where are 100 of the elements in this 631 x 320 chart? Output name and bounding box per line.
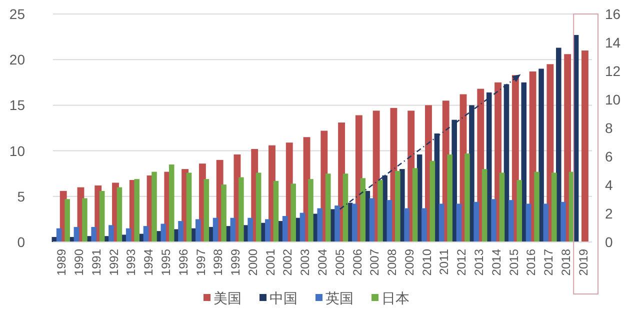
bar xyxy=(108,225,114,242)
bar xyxy=(300,212,306,242)
bar xyxy=(196,219,201,242)
bar xyxy=(325,174,331,242)
bar xyxy=(552,172,557,242)
bar xyxy=(369,198,375,242)
bar xyxy=(430,160,436,242)
bar xyxy=(386,200,392,242)
x-tick-label: 2005 xyxy=(332,248,347,276)
bar xyxy=(82,198,88,242)
bar xyxy=(395,170,400,242)
bar xyxy=(438,204,444,242)
x-tick-label: 2018 xyxy=(558,248,573,276)
bar xyxy=(160,224,166,242)
bar xyxy=(474,202,479,242)
x-tick-label: 1991 xyxy=(89,248,104,276)
y-tick-label: 15 xyxy=(9,97,26,114)
y-tick-label: 20 xyxy=(9,52,26,68)
y2-tick-label: 8 xyxy=(605,120,613,136)
y-tick-label: 0 xyxy=(17,234,26,250)
bar xyxy=(221,184,226,242)
x-tick-label: 1996 xyxy=(176,248,190,276)
x-tick-label: 1990 xyxy=(72,248,86,276)
x-tick-label: 2011 xyxy=(437,248,452,275)
y2-tick-label: 14 xyxy=(605,34,621,50)
bar xyxy=(99,190,105,242)
y2-tick-label: 16 xyxy=(605,6,621,22)
bar xyxy=(526,204,532,242)
bar xyxy=(282,216,288,242)
x-tick-label: 2003 xyxy=(298,248,312,276)
bar xyxy=(204,179,210,242)
bar xyxy=(238,177,244,242)
x-tick-label: 2017 xyxy=(542,248,556,276)
bar xyxy=(491,199,496,242)
legend-label: 美国 xyxy=(214,290,242,306)
bar xyxy=(116,187,122,242)
x-tick-label: 1994 xyxy=(142,248,156,276)
y-tick-label: 10 xyxy=(9,142,26,159)
bar xyxy=(404,208,410,242)
bar xyxy=(248,218,253,242)
bar xyxy=(378,180,383,242)
x-tick-label: 2006 xyxy=(350,248,364,276)
y2-tick-label: 12 xyxy=(605,63,621,79)
bar xyxy=(74,226,80,242)
x-tick-label: 1995 xyxy=(159,248,174,276)
bar xyxy=(534,172,540,242)
bar xyxy=(56,228,62,242)
bar xyxy=(360,178,366,242)
bar xyxy=(64,199,70,242)
bar xyxy=(143,226,149,242)
bar xyxy=(456,204,462,242)
bar xyxy=(581,50,588,242)
legend-label: 英国 xyxy=(326,290,354,306)
x-tick-label: 1993 xyxy=(124,248,138,276)
bar xyxy=(212,218,218,242)
x-tick-label: 2002 xyxy=(280,248,295,276)
bar xyxy=(186,172,192,242)
bar xyxy=(516,180,522,242)
x-tick-label: 1992 xyxy=(106,248,121,276)
bar xyxy=(447,154,452,242)
y2-tick-label: 10 xyxy=(605,92,621,108)
bar xyxy=(273,180,279,242)
y2-tick-label: 0 xyxy=(605,234,613,250)
x-tick-label: 2001 xyxy=(263,248,278,276)
bar xyxy=(482,169,488,242)
bar xyxy=(422,208,427,242)
x-tick-label: 2013 xyxy=(472,248,486,276)
x-tick-label: 1998 xyxy=(211,248,226,276)
bar xyxy=(560,202,566,242)
x-tick-label: 2007 xyxy=(368,248,382,276)
bar xyxy=(538,68,544,242)
x-tick-label: 2014 xyxy=(489,248,504,276)
bar xyxy=(256,172,262,242)
bar xyxy=(308,179,314,242)
bar xyxy=(178,221,184,242)
x-tick-label: 2015 xyxy=(506,248,521,276)
bar xyxy=(91,226,96,242)
x-tick-label: 1999 xyxy=(228,248,243,276)
x-tick-label: 1997 xyxy=(194,248,208,276)
bar xyxy=(464,154,470,242)
bar xyxy=(556,48,562,242)
bar xyxy=(134,179,140,242)
x-tick-label: 2016 xyxy=(524,248,538,276)
legend-label: 日本 xyxy=(382,290,410,306)
x-tick-label: 2010 xyxy=(420,248,434,276)
x-tick-label: 2000 xyxy=(246,248,260,276)
legend-label: 中国 xyxy=(270,290,298,306)
bar xyxy=(499,172,505,242)
bar xyxy=(126,228,132,242)
bar xyxy=(290,184,296,242)
y-tick-label: 5 xyxy=(17,188,26,204)
bar xyxy=(508,200,514,242)
bar xyxy=(265,219,270,242)
bar xyxy=(317,208,322,242)
bar xyxy=(152,172,157,242)
bar xyxy=(521,82,527,242)
bar xyxy=(334,206,340,242)
bar xyxy=(230,218,236,242)
y2-tick-label: 2 xyxy=(605,206,613,222)
x-tick-label: 1989 xyxy=(54,248,69,276)
